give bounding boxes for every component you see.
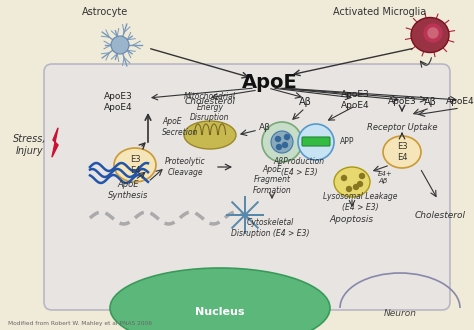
Text: Cholesterol: Cholesterol <box>184 97 236 107</box>
Text: E3
E4: E3 E4 <box>130 155 140 175</box>
Circle shape <box>284 135 290 140</box>
Text: Astrocyte: Astrocyte <box>82 7 128 17</box>
Text: ApoE
Synthesis: ApoE Synthesis <box>108 180 148 200</box>
FancyBboxPatch shape <box>44 64 450 310</box>
Circle shape <box>357 182 363 186</box>
Text: Cytoskeletal
Disruption (E4 > E3): Cytoskeletal Disruption (E4 > E3) <box>231 218 309 238</box>
Text: ApoE
Fragment
Formation: ApoE Fragment Formation <box>253 165 292 195</box>
Text: ApoE3: ApoE3 <box>388 97 416 107</box>
Text: Apoptosis: Apoptosis <box>330 215 374 224</box>
Text: ApoE3
ApoE4: ApoE3 ApoE4 <box>341 90 369 110</box>
Ellipse shape <box>114 148 156 182</box>
Text: Aβ: Aβ <box>424 97 437 107</box>
Circle shape <box>346 186 352 191</box>
Ellipse shape <box>334 167 370 197</box>
Circle shape <box>276 145 282 149</box>
Text: ApoE: ApoE <box>242 73 298 91</box>
Text: Stress,
Injury: Stress, Injury <box>13 134 47 156</box>
Circle shape <box>275 137 281 142</box>
Text: Cholesterol: Cholesterol <box>414 211 465 219</box>
Text: ApoE4: ApoE4 <box>446 97 474 107</box>
Circle shape <box>341 176 346 181</box>
Text: ApoE
Secretion: ApoE Secretion <box>162 117 199 137</box>
Circle shape <box>428 28 438 38</box>
Text: Aβ: Aβ <box>299 97 311 107</box>
Text: Proteolytic
Cleavage: Proteolytic Cleavage <box>164 157 205 177</box>
Circle shape <box>423 23 443 43</box>
Ellipse shape <box>411 17 449 52</box>
Circle shape <box>359 174 365 179</box>
Text: Lysosomal Leakage
(E4 > E3): Lysosomal Leakage (E4 > E3) <box>323 192 397 212</box>
Circle shape <box>271 131 293 153</box>
Circle shape <box>283 143 288 148</box>
Text: APP: APP <box>340 138 355 147</box>
Ellipse shape <box>184 121 236 149</box>
Text: E4+
Aβ: E4+ Aβ <box>378 171 393 183</box>
Text: ApoE3
ApoE4: ApoE3 ApoE4 <box>104 92 132 112</box>
Text: Modified from Robert W. Mahley et al PNAS 2006: Modified from Robert W. Mahley et al PNA… <box>8 321 152 326</box>
Circle shape <box>111 36 129 54</box>
Ellipse shape <box>110 268 330 330</box>
Circle shape <box>298 124 334 160</box>
Text: Nucleus: Nucleus <box>195 307 245 317</box>
Text: Mitochondrial
Energy
Disruption: Mitochondrial Energy Disruption <box>184 92 236 122</box>
Circle shape <box>262 122 302 162</box>
Text: E3
E4: E3 E4 <box>397 142 407 162</box>
Text: Receptor Uptake: Receptor Uptake <box>367 122 437 131</box>
FancyBboxPatch shape <box>302 137 330 146</box>
Polygon shape <box>52 128 58 157</box>
Text: Aβ: Aβ <box>259 123 271 133</box>
Text: AβProduction
(E4 > E3): AβProduction (E4 > E3) <box>273 157 325 177</box>
Circle shape <box>354 184 358 189</box>
Text: Activated Microglia: Activated Microglia <box>333 7 427 17</box>
Ellipse shape <box>383 136 421 168</box>
Text: Neuron: Neuron <box>383 310 417 318</box>
